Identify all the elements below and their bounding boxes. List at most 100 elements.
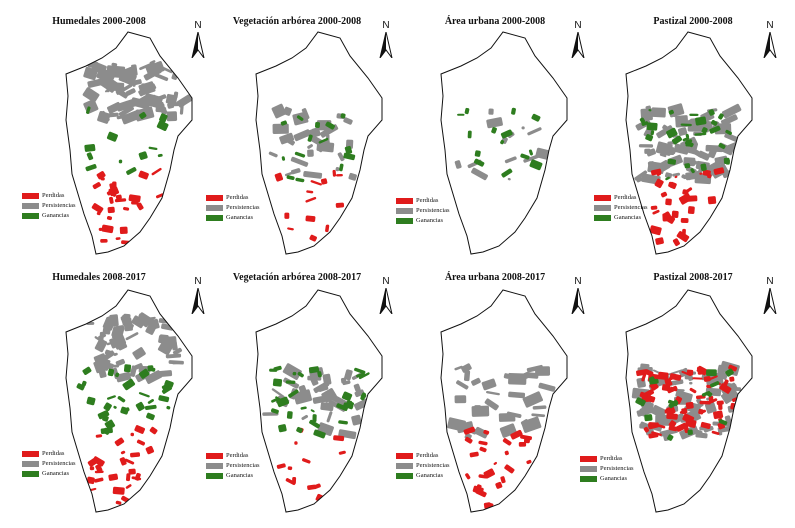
panel-title: Vegetación arbórea 2008-2017 [232, 272, 362, 283]
patch-perdidas [302, 458, 311, 464]
patch-persistencias [129, 323, 134, 329]
patch-perdidas [671, 210, 679, 219]
map-vegetacion-2000-2008 [255, 31, 383, 255]
patch-perdidas [294, 441, 298, 445]
patch-ganancias [648, 376, 655, 382]
patch-perdidas [114, 437, 125, 447]
patch-ganancias [671, 135, 683, 145]
patch-perdidas [665, 406, 676, 416]
patch-perdidas [696, 366, 708, 374]
patch-persistencias [330, 394, 348, 407]
patch-perdidas [681, 228, 686, 237]
legend-perdidas: Perdidas [42, 449, 65, 457]
patch-perdidas [108, 473, 119, 481]
patch-persistencias [104, 84, 123, 93]
legend-perdidas: Perdidas [42, 191, 65, 199]
patch-ganancias [156, 120, 169, 131]
patch-ganancias [309, 419, 321, 429]
patch-persistencias [115, 358, 126, 367]
patch-ganancias [103, 402, 112, 412]
patch-perdidas [687, 206, 695, 215]
patch-ganancias [125, 407, 130, 412]
map-urbana-2000-2008 [440, 31, 568, 255]
patch-persistencias [155, 64, 161, 69]
municipality-boundary [65, 289, 193, 513]
patch-persistencias [454, 160, 462, 169]
patch-ganancias [158, 395, 170, 403]
patch-persistencias [262, 412, 279, 416]
swatch-perdidas [206, 195, 223, 201]
patch-perdidas [654, 178, 664, 189]
patch-perdidas [284, 212, 290, 219]
patch-ganancias [336, 403, 348, 412]
patch-ganancias [689, 113, 699, 117]
patch-persistencias [290, 156, 309, 167]
patch-ganancias [146, 412, 155, 421]
map-vegetacion-2008-2017 [255, 289, 383, 513]
patch-perdidas [115, 194, 122, 200]
patch-persistencias [141, 83, 148, 88]
swatch-perdidas [580, 456, 597, 462]
patch-ganancias [315, 122, 320, 128]
patch-perdidas [665, 198, 672, 206]
patch-persistencias [131, 315, 146, 329]
swatch-persistencias [22, 461, 39, 467]
swatch-ganancias [22, 471, 39, 477]
patch-perdidas [305, 196, 317, 203]
patch-persistencias [99, 331, 104, 342]
legend: Perdidas Persistencias Ganancias [396, 196, 450, 226]
legend: Perdidas Persistencias Ganancias [22, 449, 76, 479]
patch-persistencias [293, 129, 311, 142]
patch-perdidas [719, 383, 732, 394]
patch-persistencias [125, 332, 139, 341]
patch-persistencias [324, 140, 330, 149]
patch-perdidas [106, 215, 113, 221]
patch-perdidas [86, 476, 95, 485]
panel-title: Vegetación arbórea 2000-2008 [232, 16, 362, 27]
patch-ganancias [500, 139, 505, 145]
patch-persistencias [488, 108, 494, 115]
map-humedales-2008-2017 [65, 289, 193, 513]
patch-perdidas [680, 218, 689, 223]
patch-persistencias [118, 70, 137, 86]
swatch-ganancias [206, 473, 223, 479]
patch-perdidas [128, 194, 141, 203]
patch-perdidas [668, 425, 678, 432]
patch-ganancias [313, 429, 326, 439]
patch-perdidas [698, 408, 704, 415]
patch-ganancias [102, 427, 111, 435]
patch-perdidas [703, 376, 711, 382]
patch-persistencias [82, 87, 100, 103]
patch-persistencias [689, 381, 693, 385]
patch-persistencias [638, 144, 654, 148]
patch-ganancias [360, 393, 367, 401]
patch-perdidas [464, 436, 473, 444]
patch-perdidas [310, 180, 322, 186]
swatch-persistencias [396, 208, 413, 214]
patch-ganancias [102, 415, 109, 422]
patch-ganancias [123, 364, 132, 373]
patch-persistencias [141, 316, 156, 321]
patch-ganancias [501, 168, 513, 178]
patch-perdidas [151, 167, 162, 176]
patch-ganancias [82, 366, 92, 375]
map-urbana-2008-2017 [440, 289, 568, 513]
patch-persistencias [460, 363, 472, 373]
municipality-boundary [625, 289, 753, 513]
patch-ganancias [356, 372, 365, 378]
map-panel-vegetacion-2000-2008: Vegetación arbórea 2000-2008 N Perdidas … [198, 0, 396, 262]
patch-perdidas [676, 231, 690, 243]
legend: Perdidas Persistencias Ganancias [396, 451, 450, 481]
patch-persistencias [271, 103, 287, 119]
patch-perdidas [94, 470, 104, 474]
patch-ganancias [700, 163, 707, 171]
patch-persistencias [158, 65, 173, 74]
patch-persistencias [521, 126, 525, 130]
patch-ganancias [708, 109, 715, 116]
patch-persistencias [507, 177, 511, 181]
patch-ganancias [317, 371, 322, 378]
map-panel-humedales-2008-2017: Humedales 2008-2017 N Perdidas Persisten… [0, 256, 205, 518]
map-panel-pastizal-2000-2008: Pastizal 2000-2008 N Perdidas Persistenc… [594, 0, 792, 262]
patch-perdidas [674, 175, 678, 179]
patch-perdidas [325, 224, 330, 233]
